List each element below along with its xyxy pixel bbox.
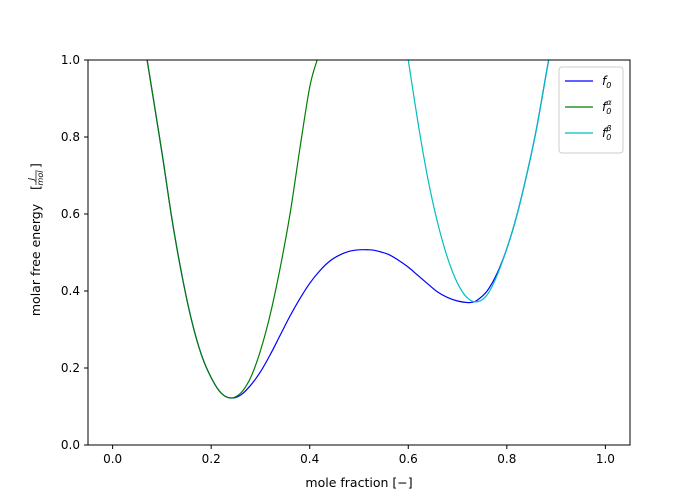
x-tick-label: 0.6: [399, 452, 418, 466]
y-tick-label: 0.8: [61, 130, 80, 144]
x-axis-label: mole fraction [−]: [305, 475, 412, 490]
plot-background: [88, 60, 630, 445]
y-axis-unit-bracket-close: ]: [28, 163, 43, 168]
legend: f0 f0α f0β: [558, 66, 624, 154]
x-tick-label: 0.8: [497, 452, 516, 466]
y-tick-label: 0.4: [61, 284, 80, 298]
x-tick-label: 0.4: [300, 452, 319, 466]
series-line-1: [146, 60, 318, 399]
legend-entry: f0: [602, 74, 611, 90]
y-axis-unit-bracket-open: [: [28, 185, 43, 190]
series-line-2: [407, 60, 550, 303]
plot-frame: [87, 59, 631, 446]
legend-entry: f0α: [602, 98, 612, 116]
y-axis-unit-numerator: J: [27, 177, 36, 182]
series-layer: [146, 60, 550, 399]
y-tick-label: 0.0: [61, 438, 80, 452]
x-tick-label: 0.2: [202, 452, 221, 466]
y-tick-label: 1.0: [61, 53, 80, 67]
x-tick-label: 0.0: [103, 452, 122, 466]
y-axis-label-group: molar free energy [ J mol ]: [27, 163, 45, 316]
y-axis-unit-denominator: mol: [36, 170, 45, 186]
y-axis: 0.0 0.2 0.4 0.6 0.8 1.0: [61, 53, 88, 452]
y-tick-label: 0.6: [61, 207, 80, 221]
x-axis: 0.0 0.2 0.4 0.6 0.8 1.0: [103, 445, 615, 466]
legend-entry: f0β: [602, 124, 611, 142]
y-tick-label: 0.2: [61, 361, 80, 375]
y-axis-label: molar free energy: [28, 203, 43, 316]
legend-box: [558, 66, 624, 154]
x-tick-label: 1.0: [596, 452, 615, 466]
